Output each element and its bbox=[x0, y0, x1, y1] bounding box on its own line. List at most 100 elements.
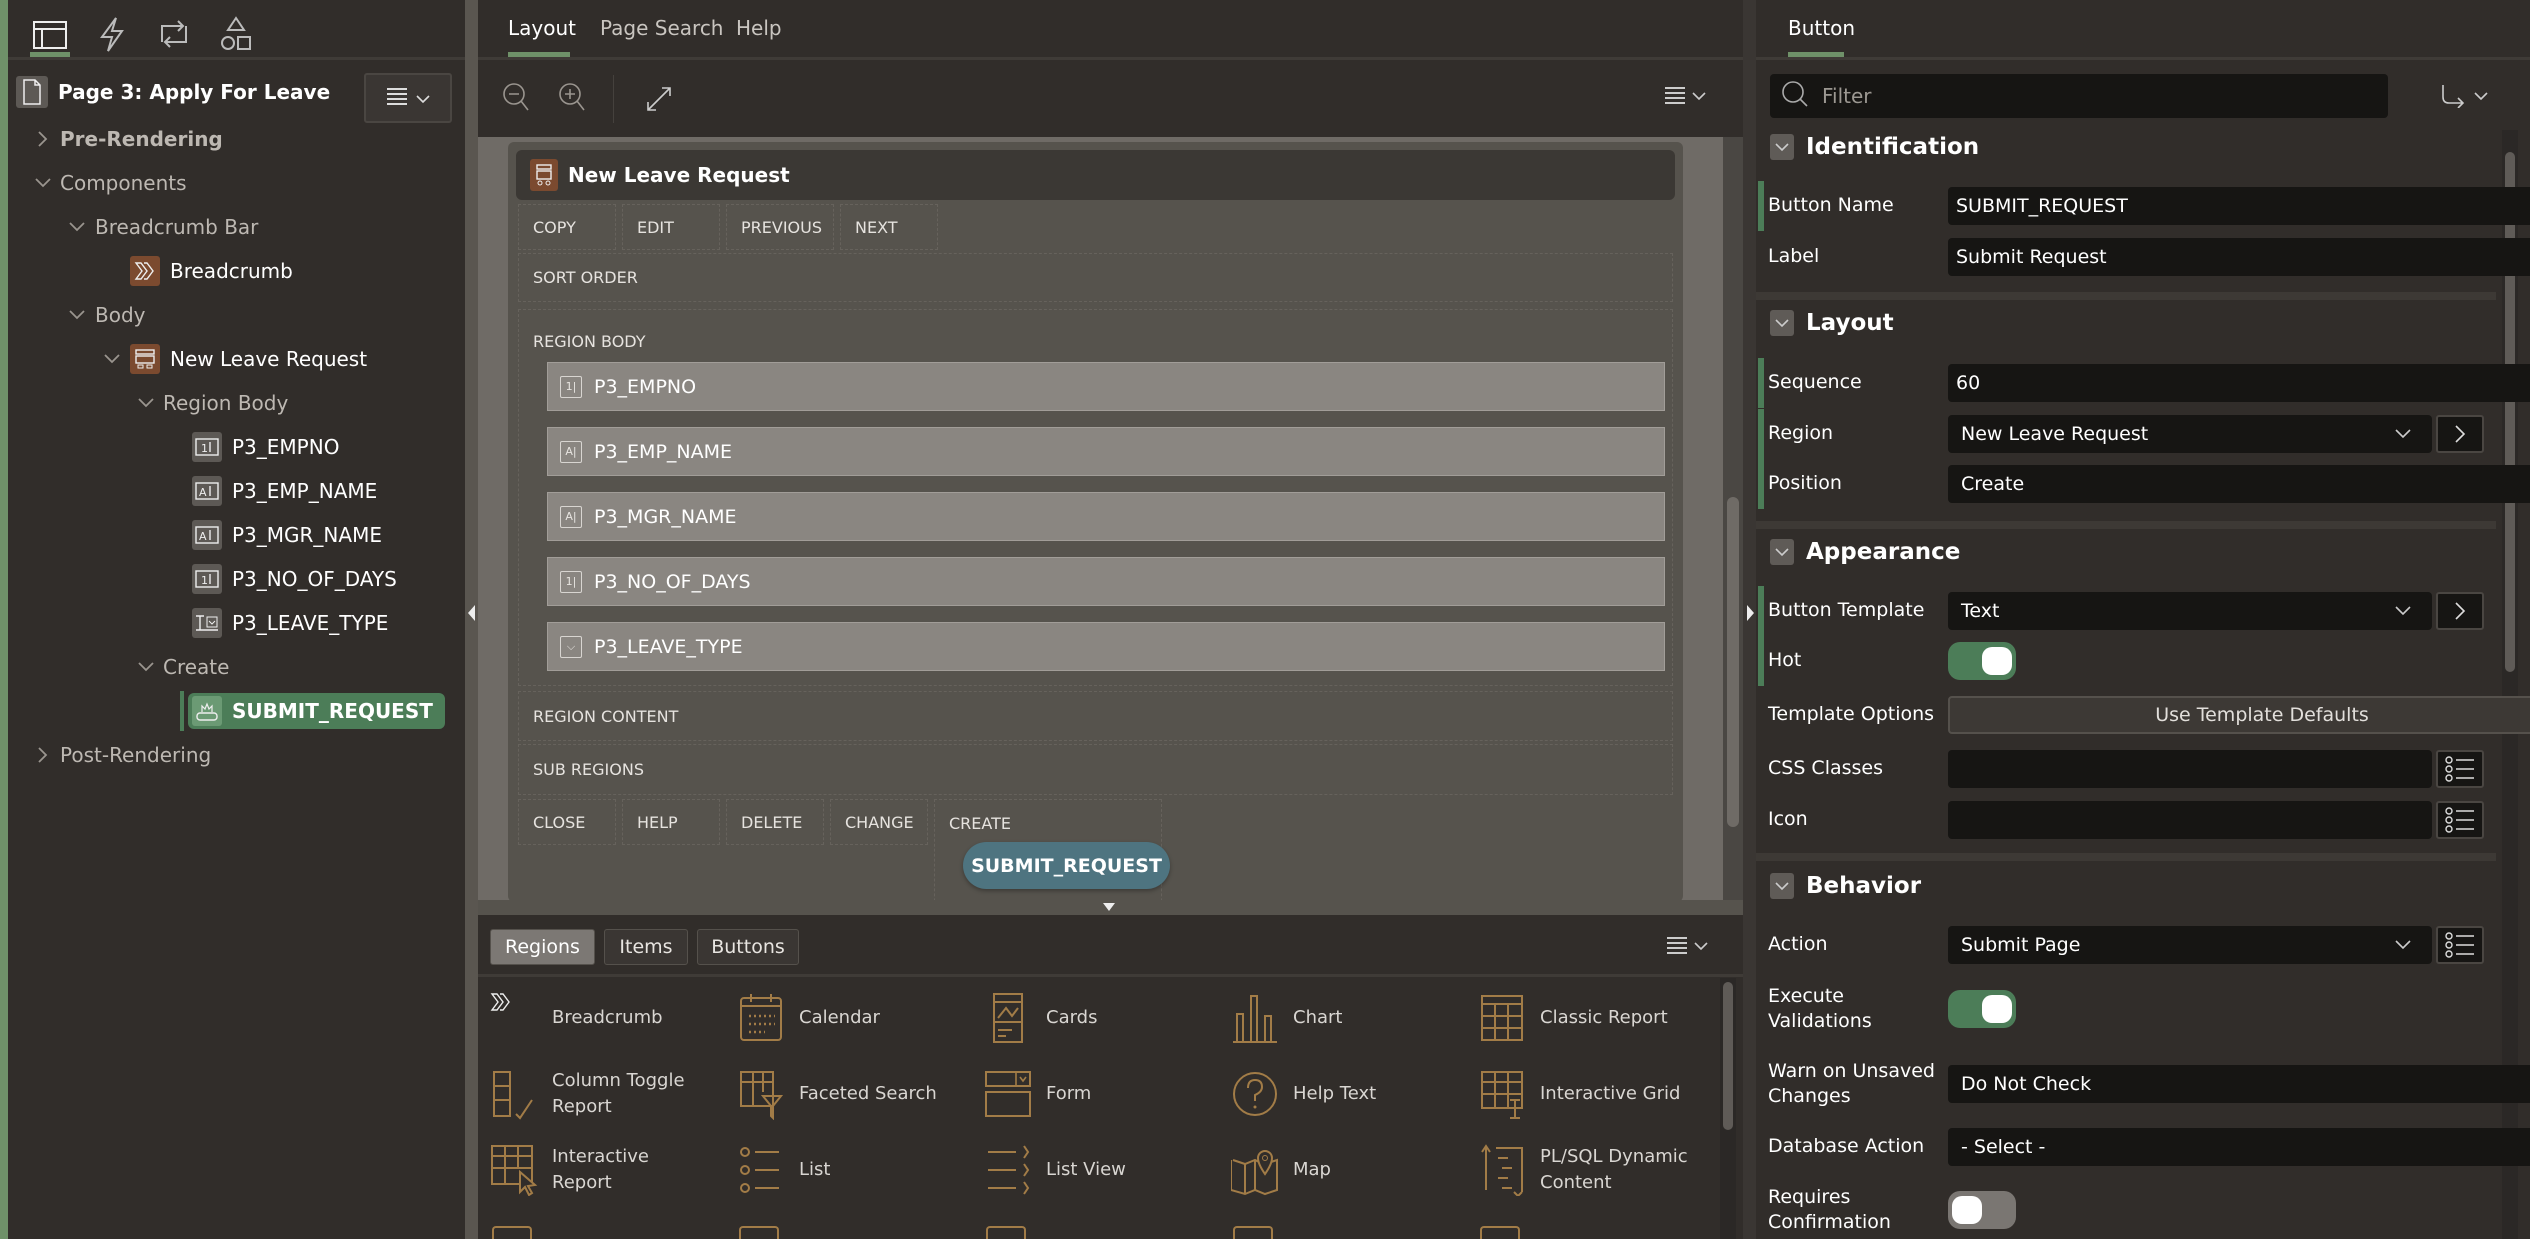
chevron-down-icon[interactable] bbox=[1770, 873, 1794, 899]
chevron-down-icon[interactable] bbox=[31, 171, 55, 195]
tree-node[interactable]: Pre-Rendering bbox=[8, 119, 458, 159]
page-item[interactable]: A| P3_EMP_NAME bbox=[547, 427, 1665, 476]
gallery-tab-regions[interactable]: Regions bbox=[490, 929, 595, 965]
text-field[interactable]: 60 bbox=[1948, 364, 2530, 402]
gallery-item[interactable]: List View bbox=[984, 1144, 1219, 1196]
select-field[interactable]: Submit Page bbox=[1948, 926, 2432, 964]
gallery-item[interactable]: Help Text bbox=[1231, 1068, 1466, 1120]
properties-scrollbar[interactable] bbox=[2502, 130, 2518, 1239]
gallery-item[interactable]: Cards bbox=[984, 992, 1219, 1044]
gallery-item[interactable]: Chart bbox=[1231, 992, 1466, 1044]
left-splitter[interactable] bbox=[465, 0, 478, 1239]
list-picker-button[interactable] bbox=[2436, 801, 2484, 839]
tree-node[interactable]: Post-Rendering bbox=[8, 735, 458, 775]
tree-node[interactable]: Components bbox=[8, 163, 458, 203]
scrollbar-thumb[interactable] bbox=[1727, 497, 1739, 827]
tree-node[interactable]: SUBMIT_REQUEST bbox=[8, 691, 458, 731]
tab-layout[interactable]: Layout bbox=[508, 16, 576, 40]
select-field[interactable]: - Select - bbox=[1948, 1128, 2530, 1166]
expand-button[interactable] bbox=[644, 84, 674, 118]
page-item[interactable]: A| P3_MGR_NAME bbox=[547, 492, 1665, 541]
tree-node[interactable]: Breadcrumb Bar bbox=[8, 207, 458, 247]
gallery-menu-button[interactable] bbox=[1666, 936, 1708, 956]
gallery-item-partial[interactable] bbox=[986, 1226, 1026, 1239]
position-sort-order[interactable]: SORT ORDER bbox=[518, 253, 1673, 302]
list-picker-button[interactable] bbox=[2436, 750, 2484, 788]
gallery-item[interactable]: Breadcrumb bbox=[490, 992, 725, 1044]
position-help[interactable]: HELP bbox=[622, 799, 720, 845]
gallery-item[interactable]: Column Toggle Report bbox=[490, 1068, 725, 1120]
tree-node[interactable]: 1 P3_NO_OF_DAYS bbox=[8, 559, 458, 599]
tree-node[interactable]: Region Body bbox=[8, 383, 458, 423]
page-item[interactable]: 1| P3_EMPNO bbox=[547, 362, 1665, 411]
position-previous[interactable]: PREVIOUS bbox=[726, 204, 834, 250]
text-field[interactable]: Submit Request bbox=[1948, 238, 2530, 276]
chevron-down-icon[interactable] bbox=[1770, 310, 1794, 336]
scrollbar-thumb[interactable] bbox=[1723, 982, 1733, 1130]
gallery-item[interactable]: List bbox=[737, 1144, 972, 1196]
position-change[interactable]: CHANGE bbox=[830, 799, 928, 845]
text-field[interactable]: SUBMIT_REQUEST bbox=[1948, 187, 2530, 225]
tree-node[interactable]: Create bbox=[8, 647, 458, 687]
rendering-tab[interactable] bbox=[30, 14, 70, 54]
position-edit[interactable]: EDIT bbox=[622, 204, 720, 250]
use-template-defaults-button[interactable]: Use Template Defaults bbox=[1948, 696, 2530, 734]
toggle-switch[interactable] bbox=[1948, 1191, 2016, 1229]
submit-request-button[interactable]: SUBMIT_REQUEST bbox=[963, 842, 1170, 889]
gallery-item[interactable]: Interactive Grid bbox=[1478, 1068, 1713, 1120]
position-copy[interactable]: COPY bbox=[518, 204, 616, 250]
chevron-right-icon[interactable] bbox=[31, 127, 55, 151]
collapse-down-icon[interactable] bbox=[1103, 903, 1115, 911]
zoom-out-button[interactable] bbox=[502, 82, 532, 118]
gallery-item[interactable]: Form bbox=[984, 1068, 1219, 1120]
chevron-right-button[interactable] bbox=[2436, 415, 2484, 453]
layout-menu-button[interactable] bbox=[1664, 86, 1706, 106]
chevron-down-icon[interactable] bbox=[134, 391, 158, 415]
section-identification[interactable]: Identification bbox=[1770, 134, 1979, 160]
tree-node[interactable]: A P3_EMP_NAME bbox=[8, 471, 458, 511]
chevron-right-icon[interactable] bbox=[31, 743, 55, 767]
list-picker-button[interactable] bbox=[2436, 926, 2484, 964]
gallery-scrollbar[interactable] bbox=[1720, 978, 1736, 1239]
canvas-scrollbar[interactable] bbox=[1723, 137, 1743, 900]
gallery-item-partial[interactable] bbox=[492, 1226, 532, 1239]
collapse-left-icon[interactable] bbox=[468, 605, 475, 621]
go-to-group-button[interactable] bbox=[2440, 84, 2488, 108]
zoom-in-button[interactable] bbox=[558, 82, 588, 118]
region-header[interactable]: New Leave Request bbox=[516, 150, 1675, 200]
position-sub-regions[interactable]: SUB REGIONS bbox=[518, 744, 1673, 795]
lightning-tab[interactable] bbox=[92, 14, 132, 54]
chevron-down-icon[interactable] bbox=[65, 303, 89, 327]
scrollbar-thumb[interactable] bbox=[2505, 152, 2515, 672]
tree-menu-button[interactable] bbox=[364, 73, 452, 123]
select-field[interactable]: Do Not Check bbox=[1948, 1065, 2530, 1103]
toggle-switch[interactable] bbox=[1948, 642, 2016, 680]
position-next[interactable]: NEXT bbox=[840, 204, 938, 250]
chevron-down-icon[interactable] bbox=[65, 215, 89, 239]
tree-node[interactable]: Body bbox=[8, 295, 458, 335]
toggle-switch[interactable] bbox=[1948, 990, 2016, 1028]
gallery-item[interactable]: PL/SQL Dynamic Content bbox=[1478, 1144, 1713, 1196]
tab-page-search[interactable]: Page Search bbox=[600, 16, 724, 40]
chevron-down-icon[interactable] bbox=[1770, 539, 1794, 565]
gallery-item[interactable]: Calendar bbox=[737, 992, 972, 1044]
chevron-down-icon[interactable] bbox=[100, 347, 124, 371]
section-layout[interactable]: Layout bbox=[1770, 310, 1894, 336]
gallery-item-partial[interactable] bbox=[739, 1226, 779, 1239]
gallery-item[interactable]: Classic Report bbox=[1478, 992, 1713, 1044]
region-new-leave-request[interactable]: New Leave Request COPY EDIT PREVIOUS NEXT S… bbox=[508, 142, 1683, 900]
gallery-item[interactable]: Faceted Search bbox=[737, 1068, 972, 1120]
chevron-right-button[interactable] bbox=[2436, 592, 2484, 630]
section-appearance[interactable]: Appearance bbox=[1770, 539, 1960, 565]
page-item[interactable]: ⌵ P3_LEAVE_TYPE bbox=[547, 622, 1665, 671]
collapse-right-icon[interactable] bbox=[1747, 605, 1754, 621]
select-field[interactable]: Create bbox=[1948, 465, 2530, 503]
tree-node[interactable]: New Leave Request bbox=[8, 339, 458, 379]
gallery-item-partial[interactable] bbox=[1233, 1226, 1273, 1239]
position-region-content[interactable]: REGION CONTENT bbox=[518, 691, 1673, 741]
refresh-tab[interactable] bbox=[154, 14, 194, 54]
gallery-item-partial[interactable] bbox=[1480, 1226, 1520, 1239]
shapes-tab[interactable] bbox=[216, 14, 256, 54]
tree-node[interactable]: A P3_MGR_NAME bbox=[8, 515, 458, 555]
gallery-item[interactable]: Interactive Report bbox=[490, 1144, 725, 1196]
